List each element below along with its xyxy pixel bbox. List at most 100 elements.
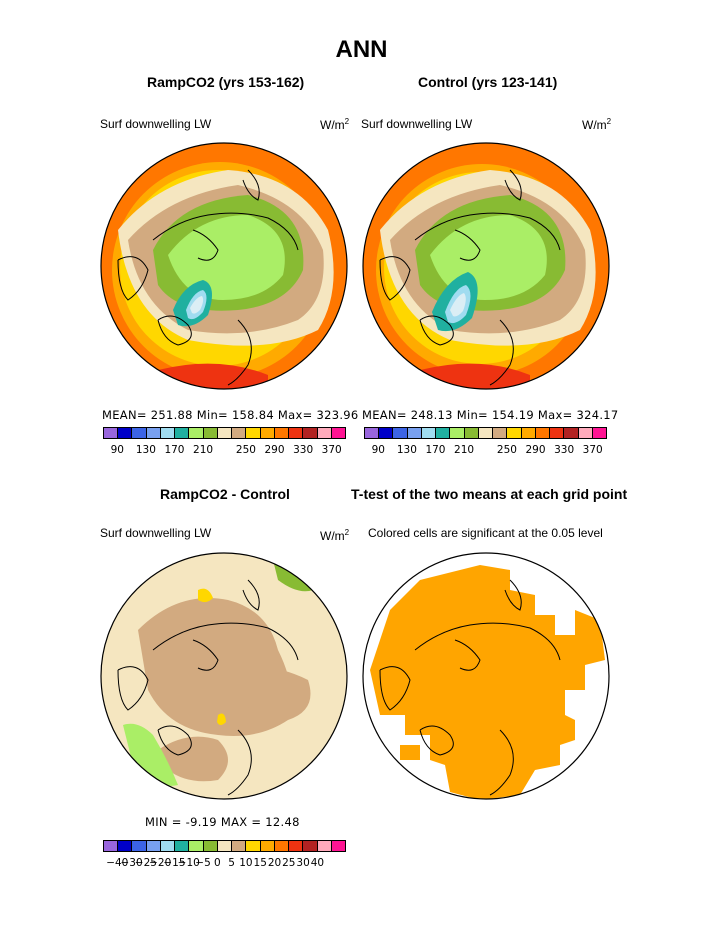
colorbar-tick-label: 40 bbox=[310, 857, 325, 869]
colorbar-swatch bbox=[160, 841, 176, 851]
colorbar-swatch bbox=[421, 428, 437, 438]
colorbar-swatch bbox=[232, 841, 247, 851]
colorbar-swatch bbox=[331, 841, 345, 851]
colorbar-swatch bbox=[260, 428, 275, 438]
colorbar-swatch bbox=[118, 841, 133, 851]
colorbar-tick-label: 370 bbox=[582, 444, 603, 456]
colorbar-tick-label: 15 bbox=[253, 857, 267, 869]
colorbar-tick-label: −40 bbox=[106, 857, 129, 869]
colorbar-swatch bbox=[436, 428, 451, 438]
ramp-colorbar bbox=[103, 427, 346, 439]
colorbar-swatch bbox=[246, 841, 261, 851]
colorbar-swatch bbox=[379, 428, 394, 438]
colorbar-tick-label: 290 bbox=[264, 444, 285, 456]
colorbar-swatch bbox=[592, 428, 606, 438]
ramp-panel-title: RampCO2 (yrs 153-162) bbox=[147, 74, 305, 90]
colorbar-swatch bbox=[189, 428, 204, 438]
ramp-colorbar-labels: 90 130 170 210 250 290 330 370 bbox=[103, 444, 346, 458]
ramp-stats: MEAN= 251.88 Min= 158.84 Max= 323.96 bbox=[102, 408, 359, 422]
colorbar-swatch bbox=[203, 841, 218, 851]
colorbar-tick-label: 250 bbox=[235, 444, 256, 456]
colorbar-tick-label: 20 bbox=[267, 857, 282, 869]
colorbar-swatch bbox=[393, 428, 408, 438]
colorbar-swatch bbox=[365, 428, 380, 438]
colorbar-swatch bbox=[407, 428, 422, 438]
colorbar-tick-label: 370 bbox=[321, 444, 342, 456]
colorbar-swatch bbox=[521, 428, 536, 438]
diff-colorbar-labels: −40 −30 −25 −20 −15 −10 −5 0 5 10 15 20 25 30 40 bbox=[103, 857, 346, 871]
diff-units: W/m2 bbox=[320, 528, 350, 543]
colorbar-swatch bbox=[189, 841, 204, 851]
colorbar-tick-label: 210 bbox=[193, 444, 214, 456]
colorbar-swatch bbox=[464, 428, 479, 438]
colorbar-tick-label: 330 bbox=[554, 444, 575, 456]
ramp-units: W/m2 bbox=[320, 117, 350, 132]
ramp-polar-map bbox=[100, 142, 348, 390]
colorbar-tick-label: 5 bbox=[228, 857, 235, 869]
colorbar-tick-label: −10 bbox=[177, 857, 200, 869]
control-variable-label: Surf downwelling LW bbox=[361, 117, 473, 131]
colorbar-swatch bbox=[160, 428, 176, 438]
colorbar-swatch bbox=[564, 428, 579, 438]
colorbar-tick-label: 330 bbox=[293, 444, 314, 456]
colorbar-swatch bbox=[289, 841, 304, 851]
colorbar-swatch bbox=[507, 428, 522, 438]
colorbar-tick-label: −30 bbox=[120, 857, 143, 869]
colorbar-swatch bbox=[274, 428, 290, 438]
colorbar-tick-label: 170 bbox=[425, 444, 446, 456]
colorbar-swatch bbox=[104, 841, 119, 851]
ttest-significance-map bbox=[362, 552, 610, 800]
colorbar-swatch bbox=[260, 841, 275, 851]
control-colorbar-labels: 90 130 170 210 250 290 330 370 bbox=[364, 444, 607, 458]
colorbar-tick-label: 130 bbox=[135, 444, 156, 456]
ttest-subtitle: Colored cells are significant at the 0.0… bbox=[368, 526, 603, 540]
colorbar-swatch bbox=[104, 428, 119, 438]
colorbar-swatch bbox=[132, 841, 147, 851]
diff-variable-label: Surf downwelling LW bbox=[100, 526, 212, 540]
colorbar-swatch bbox=[578, 428, 593, 438]
diff-polar-map bbox=[100, 552, 348, 800]
colorbar-tick-label: 10 bbox=[239, 857, 253, 869]
colorbar-swatch bbox=[478, 428, 494, 438]
colorbar-swatch bbox=[175, 428, 190, 438]
diff-panel-title: RampCO2 - Control bbox=[160, 486, 290, 502]
colorbar-swatch bbox=[550, 428, 565, 438]
colorbar-tick-label: 90 bbox=[110, 444, 124, 456]
colorbar-tick-label: 210 bbox=[454, 444, 475, 456]
colorbar-swatch bbox=[274, 841, 290, 851]
colorbar-swatch bbox=[535, 428, 551, 438]
colorbar-swatch bbox=[317, 428, 332, 438]
colorbar-swatch bbox=[217, 841, 233, 851]
colorbar-tick-label: 290 bbox=[525, 444, 546, 456]
colorbar-tick-label: −5 bbox=[195, 857, 211, 869]
control-polar-map bbox=[362, 142, 610, 390]
colorbar-tick-label: 25 bbox=[282, 857, 296, 869]
colorbar-swatch bbox=[146, 841, 161, 851]
colorbar-swatch bbox=[493, 428, 508, 438]
colorbar-swatch bbox=[232, 428, 247, 438]
colorbar-tick-label: 250 bbox=[496, 444, 517, 456]
colorbar-swatch bbox=[317, 841, 332, 851]
colorbar-swatch bbox=[303, 841, 318, 851]
ramp-variable-label: Surf downwelling LW bbox=[100, 117, 212, 131]
diff-colorbar bbox=[103, 840, 346, 852]
control-stats: MEAN= 248.13 Min= 154.19 Max= 324.17 bbox=[362, 408, 619, 422]
colorbar-swatch bbox=[450, 428, 465, 438]
colorbar-swatch bbox=[132, 428, 147, 438]
colorbar-swatch bbox=[331, 428, 345, 438]
colorbar-swatch bbox=[303, 428, 318, 438]
colorbar-tick-label: −25 bbox=[134, 857, 157, 869]
colorbar-swatch bbox=[203, 428, 218, 438]
colorbar-swatch bbox=[118, 428, 133, 438]
colorbar-tick-label: 90 bbox=[371, 444, 385, 456]
colorbar-swatch bbox=[146, 428, 161, 438]
ttest-panel-title: T-test of the two means at each grid poi… bbox=[351, 486, 628, 502]
colorbar-swatch bbox=[217, 428, 233, 438]
colorbar-swatch bbox=[246, 428, 261, 438]
colorbar-tick-label: 0 bbox=[214, 857, 221, 869]
control-colorbar bbox=[364, 427, 607, 439]
colorbar-swatch bbox=[175, 841, 190, 851]
colorbar-tick-label: 30 bbox=[296, 857, 310, 869]
colorbar-tick-label: −15 bbox=[163, 857, 186, 869]
colorbar-tick-label: −20 bbox=[149, 857, 172, 869]
